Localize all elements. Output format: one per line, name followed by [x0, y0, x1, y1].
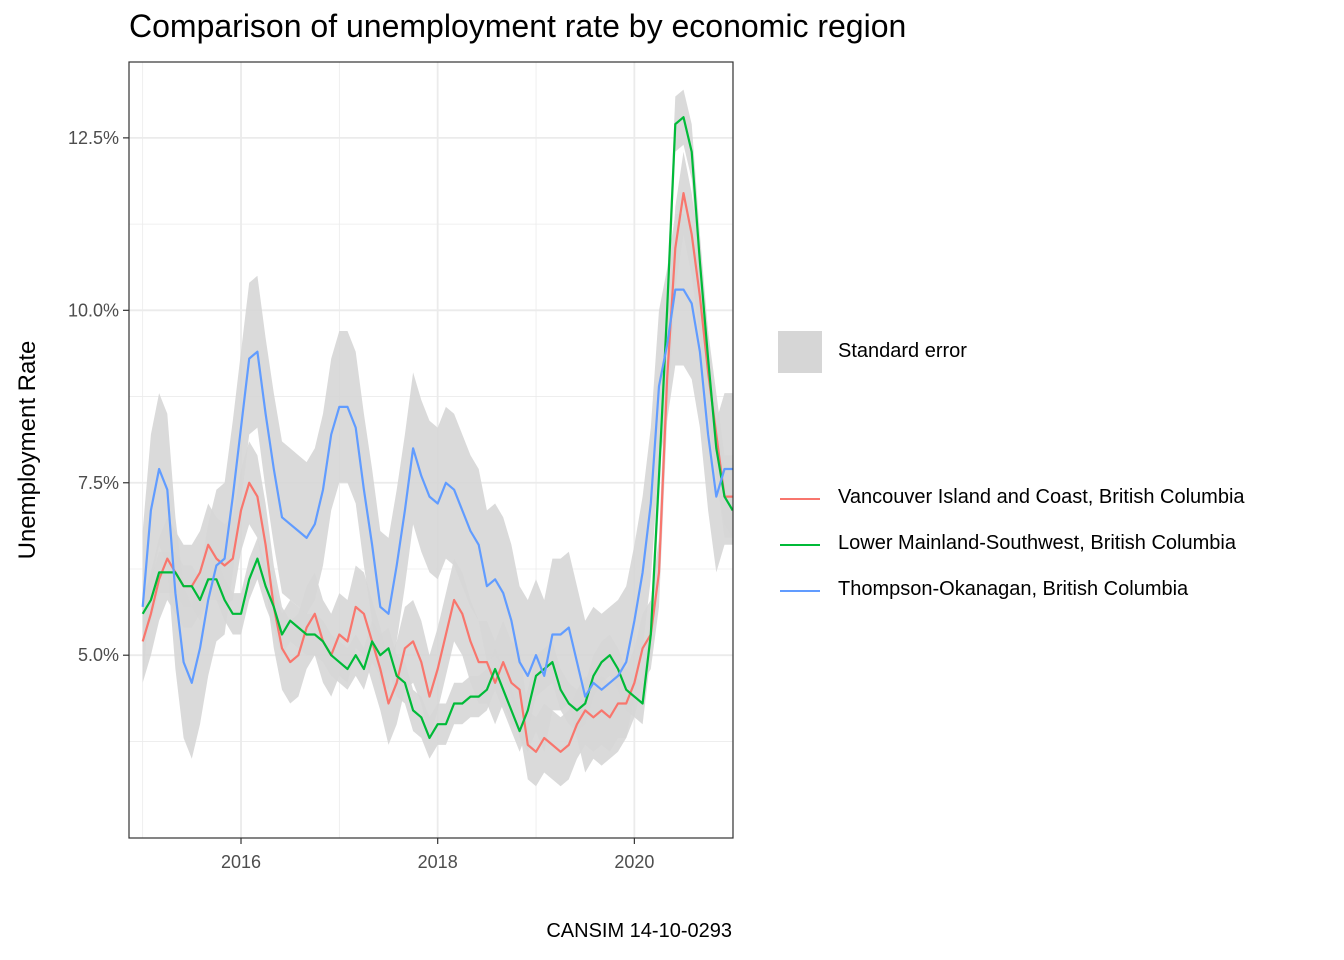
legend-item-thompson-okanagan: Thompson-Okanagan, British Columbia: [778, 568, 1338, 614]
series-line-2: [141, 288, 733, 698]
x-tick-label: 2020: [614, 852, 654, 872]
legend-label-vancouver-island: Vancouver Island and Coast, British Colu…: [838, 486, 1245, 508]
x-tick-label: 2018: [418, 852, 458, 872]
legend-key-thompson-okanagan: [780, 590, 820, 592]
y-tick-label: 10.0%: [68, 300, 119, 320]
legend-label-thompson-okanagan: Thompson-Okanagan, British Columbia: [838, 578, 1189, 600]
legend-key-vancouver-island: [780, 498, 820, 500]
legend-label-lower-mainland: Lower Mainland-Southwest, British Columb…: [838, 532, 1236, 554]
y-axis-ticks: 5.0% 7.5% 10.0% 12.5%: [68, 128, 129, 665]
x-axis-ticks: 2016 2018 2020: [221, 838, 654, 872]
standard-error-key: [778, 331, 822, 373]
y-tick-label: 5.0%: [78, 645, 119, 665]
x-tick-label: 2016: [221, 852, 261, 872]
panel-border: [128, 61, 734, 839]
y-tick-label: 7.5%: [78, 473, 119, 493]
series-lines: [141, 116, 734, 753]
legend-key-lower-mainland: [780, 544, 820, 546]
series-line-0: [141, 192, 733, 753]
chart-title: Comparison of unemployment rate by econo…: [129, 8, 907, 44]
legend-item-vancouver-island: Vancouver Island and Coast, British Colu…: [778, 476, 1338, 522]
standard-error-label: Standard error: [838, 340, 967, 362]
chart-caption: CANSIM 14-10-0293: [546, 920, 732, 942]
y-tick-label: 12.5%: [68, 128, 119, 148]
series-line-1: [141, 116, 734, 740]
se-band-2: [142, 213, 733, 773]
legend-item-lower-mainland: Lower Mainland-Southwest, British Columb…: [778, 522, 1338, 568]
